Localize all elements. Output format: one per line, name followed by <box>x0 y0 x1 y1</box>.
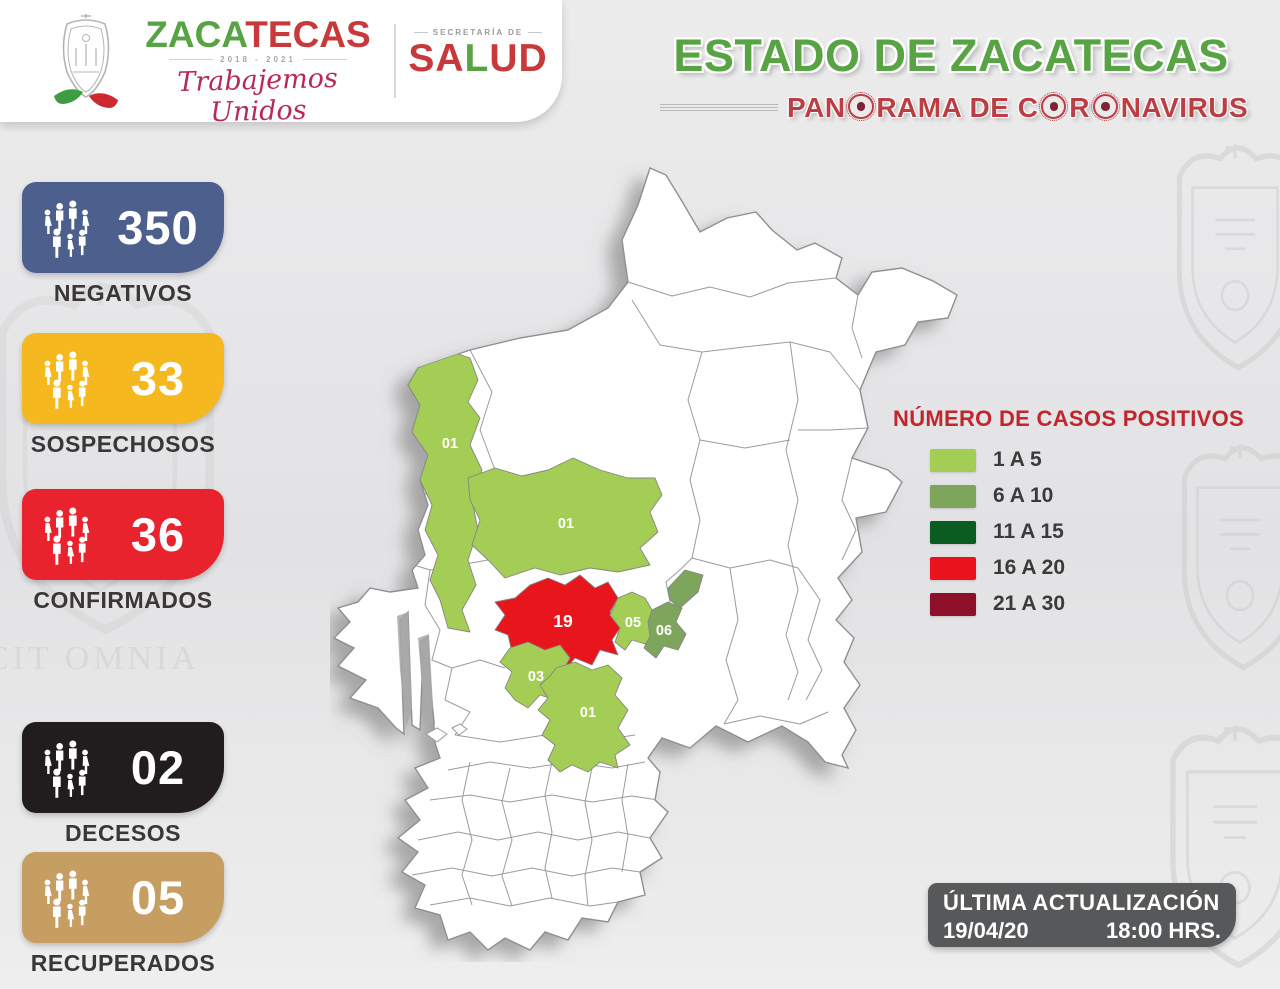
people-icons <box>44 869 90 928</box>
salud-wordmark: SALUD <box>408 37 548 82</box>
map-islands <box>425 723 468 743</box>
page-subtitle-row: PAN RAMA DE C R NAVIRUS <box>660 91 1249 124</box>
zacatecas-map: 01 01 19 05 06 03 01 <box>333 167 958 951</box>
people-icons <box>44 350 90 409</box>
legend-item: 1 A 5 <box>930 448 1253 472</box>
boundary-notch <box>397 612 433 727</box>
zacatecas-coat-of-arms-icon <box>54 14 118 108</box>
brand-years: 2018 - 2021 <box>132 55 384 64</box>
ribbon-green <box>54 89 83 104</box>
stat-label: DECESOS <box>65 820 181 846</box>
stat-badge: 36 <box>22 489 224 580</box>
ribbon-red <box>89 93 118 108</box>
virus-icon <box>1038 91 1070 123</box>
state-map-group: 01 01 19 05 06 03 01 <box>333 167 958 951</box>
legend-item: 11 A 15 <box>930 520 1253 544</box>
legend-swatch <box>930 592 976 616</box>
people-icons <box>44 199 90 258</box>
update-date: 19/04/20 <box>943 918 1029 943</box>
salud-mid: L <box>464 37 490 80</box>
legend-swatch <box>930 448 976 472</box>
legend-label: 1 A 5 <box>993 448 1042 471</box>
secretaria-label: SECRETARÍA DE <box>408 28 548 37</box>
watermark-motto: CIT OMNIA <box>0 640 200 677</box>
stat-value: 33 <box>130 352 186 405</box>
legend-label: 21 A 30 <box>993 592 1065 615</box>
coat-of-arms-watermark <box>0 260 250 680</box>
salud-pre: SA <box>408 37 465 80</box>
stat-recuperados: 05 RECUPERADOS <box>22 852 224 977</box>
stat-sospechosos: 33 SOSPECHOSOS <box>22 333 224 458</box>
update-title: ÚLTIMA ACTUALIZACIÓN <box>943 890 1220 915</box>
stat-badge: 33 <box>22 333 224 424</box>
update-time: 18:00 HRS. <box>1106 918 1221 943</box>
page-title: ESTADO DE ZACATECAS <box>673 30 1229 81</box>
legend-items: 1 A 5 6 A 10 11 A 15 16 A 20 21 A 30 <box>930 448 1253 616</box>
legend-item: 21 A 30 <box>930 592 1253 616</box>
legend-item: 6 A 10 <box>930 484 1253 508</box>
region-label: 01 <box>558 516 574 532</box>
region-label: 05 <box>625 615 641 631</box>
stat-label: CONFIRMADOS <box>33 587 213 613</box>
stat-label: RECUPERADOS <box>30 950 216 976</box>
page-subtitle: PAN RAMA DE C R NAVIRUS <box>787 91 1249 123</box>
brand-divider <box>394 24 396 98</box>
map-region-east-of-capital <box>609 591 656 651</box>
region-label: 19 <box>553 611 573 631</box>
people-icons <box>44 506 90 565</box>
stat-confirmados: 36 CONFIRMADOS <box>22 489 224 614</box>
stat-value: 02 <box>130 741 186 794</box>
stat-label: NEGATIVOS <box>53 280 193 306</box>
legend-label: 16 A 20 <box>993 556 1065 579</box>
legend-swatch <box>930 556 976 580</box>
region-label: 06 <box>656 623 672 639</box>
legend-swatch <box>930 484 976 508</box>
virus-icon <box>845 91 877 123</box>
stat-badge: 350 <box>22 182 224 273</box>
legend-title: NÚMERO DE CASOS POSITIVOS <box>893 406 1244 431</box>
brand-slogan: Trabajemos Unidos <box>176 62 339 129</box>
legend: NÚMERO DE CASOS POSITIVOS 1 A 5 6 A 10 1… <box>893 406 1253 628</box>
stat-value: 36 <box>130 508 186 561</box>
legend-label: 11 A 15 <box>993 520 1064 543</box>
map-region-south <box>537 661 631 773</box>
header-card: ZACATECAS 2018 - 2021 Trabajemos Unidos … <box>0 0 562 128</box>
map-region-northeast-spur <box>667 569 704 609</box>
brand-wordmark: ZACATECAS <box>132 16 384 53</box>
coat-of-arms-watermark <box>1150 130 1280 400</box>
coat-of-arms-watermark <box>1140 710 1280 989</box>
stat-label: SOSPECHOSOS <box>30 431 216 457</box>
brand-block: ZACATECAS 2018 - 2021 Trabajemos Unidos <box>132 16 384 128</box>
subtitle-stripes <box>660 103 778 113</box>
stat-value: 05 <box>130 871 186 924</box>
stat-negativos: 350 NEGATIVOS <box>22 182 224 307</box>
legend-swatch <box>930 520 976 544</box>
update-box: ÚLTIMA ACTUALIZACIÓN 19/04/20 18:00 HRS. <box>928 883 1236 947</box>
region-label: 01 <box>580 705 596 721</box>
salud-post: UD <box>489 37 548 80</box>
region-label: 03 <box>528 669 544 685</box>
salud-logo: SECRETARÍA DE SALUD <box>408 28 548 82</box>
map-region-center <box>467 457 663 579</box>
stat-badge: 05 <box>22 852 224 943</box>
legend-label: 6 A 10 <box>993 484 1054 507</box>
virus-icon <box>1089 91 1121 123</box>
stat-badge: 02 <box>22 722 224 813</box>
brand-wordmark-green: ZACA <box>145 14 246 55</box>
update-line2: 19/04/20 18:00 HRS. <box>943 918 1221 944</box>
brand-wordmark-red: TECAS <box>245 14 371 55</box>
people-icons <box>44 739 90 798</box>
stat-decesos: 02 DECESOS <box>22 722 224 847</box>
region-label: 01 <box>442 436 458 452</box>
stat-value: 350 <box>117 201 199 254</box>
legend-item: 16 A 20 <box>930 556 1253 580</box>
